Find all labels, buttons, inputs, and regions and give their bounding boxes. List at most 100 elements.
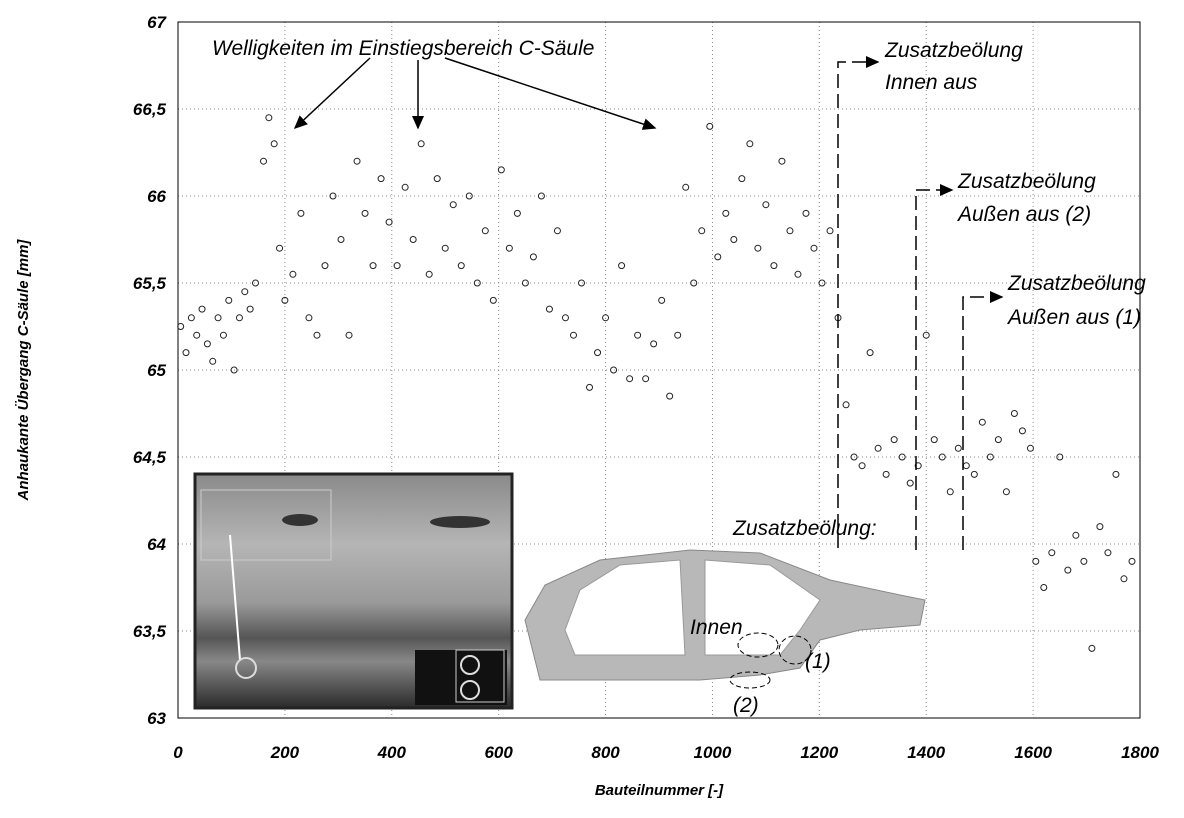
data-point (1072, 531, 1080, 539)
data-point (826, 227, 834, 235)
y-tick-label: 66,5 (133, 100, 167, 119)
x-tick-label: 1400 (907, 743, 945, 762)
data-point (802, 209, 810, 217)
y-tick-label: 67 (147, 13, 167, 32)
data-point (754, 244, 762, 252)
data-point (305, 314, 313, 322)
data-point (578, 279, 586, 287)
annotations: Welligkeiten im Einstiegsbereich C-Säule… (212, 37, 1146, 717)
data-point (235, 314, 243, 322)
y-tick-label: 63,5 (133, 622, 167, 641)
data-point (1048, 549, 1056, 557)
data-point (187, 314, 195, 322)
x-tick-label: 0 (173, 743, 183, 762)
data-point (473, 279, 481, 287)
data-point (203, 340, 211, 348)
data-point (778, 157, 786, 165)
data-point (954, 444, 962, 452)
data-point (770, 262, 778, 270)
data-point (353, 157, 361, 165)
y-tick-label: 64 (147, 535, 166, 554)
data-point (270, 140, 278, 148)
annotation: Zusatzbeölung (957, 170, 1096, 193)
data-point (1032, 557, 1040, 565)
data-point (618, 262, 626, 270)
data-point (690, 279, 698, 287)
data-point (738, 175, 746, 183)
data-point (898, 453, 906, 461)
data-point (329, 192, 337, 200)
data-point (1112, 470, 1120, 478)
data-point (1064, 566, 1072, 574)
data-point (714, 253, 722, 261)
data-point (602, 314, 610, 322)
data-point (529, 253, 537, 261)
data-point (634, 331, 642, 339)
data-point (569, 331, 577, 339)
data-point (1002, 488, 1010, 496)
data-point (193, 331, 201, 339)
annotation: Welligkeiten im Einstiegsbereich C-Säule (212, 37, 594, 60)
annotation: Innen aus (885, 71, 978, 94)
y-tick-label: 65,5 (133, 274, 167, 293)
x-tick-label: 400 (377, 743, 407, 762)
data-point (1080, 557, 1088, 565)
data-point (289, 270, 297, 278)
data-point (906, 479, 914, 487)
x-tick-label: 200 (270, 743, 300, 762)
data-point (449, 201, 457, 209)
data-point (818, 279, 826, 287)
data-point (251, 279, 259, 287)
data-point (930, 436, 938, 444)
data-point (1088, 644, 1096, 652)
data-point (642, 375, 650, 383)
data-point (345, 331, 353, 339)
data-point (177, 323, 185, 330)
data-point (219, 331, 227, 339)
annotation: Zusatzbeölung: (732, 517, 877, 540)
x-tick-label: 800 (591, 743, 620, 762)
data-point (946, 488, 954, 496)
data-point (794, 270, 802, 278)
data-point (610, 366, 618, 374)
x-tick-label: 600 (484, 743, 513, 762)
data-point (786, 227, 794, 235)
car-body (524, 549, 926, 689)
data-point (385, 218, 393, 226)
annotation: Außen aus (1) (1006, 306, 1141, 329)
x-tick-label: 1600 (1014, 743, 1052, 762)
y-axis-label: Anhaukante Übergang C-Säule [mm] (15, 239, 32, 502)
data-point (722, 209, 730, 217)
data-point (706, 122, 714, 130)
data-point (505, 244, 513, 252)
data-point (762, 201, 770, 209)
data-point (842, 401, 850, 409)
data-point (914, 462, 922, 470)
x-axis-label: Bauteilnummer [-] (595, 782, 724, 799)
data-point (1026, 444, 1034, 452)
data-point (874, 444, 882, 452)
annotation: Zusatzbeölung (884, 39, 1023, 62)
data-point (1104, 549, 1112, 557)
data-point (214, 314, 222, 322)
data-point (1120, 575, 1128, 583)
data-point (209, 357, 217, 365)
data-point (666, 392, 674, 400)
data-point (810, 244, 818, 252)
y-tick-label: 64,5 (133, 448, 167, 467)
data-point (962, 462, 970, 470)
data-point (1128, 557, 1136, 565)
data-point (337, 236, 345, 243)
annotation: Innen (690, 616, 743, 639)
data-point (246, 305, 254, 313)
x-tick-label: 1800 (1121, 743, 1159, 762)
data-point (1018, 427, 1026, 435)
data-point (489, 296, 497, 304)
data-point (313, 331, 321, 339)
data-point (882, 470, 890, 478)
data-point (281, 296, 289, 304)
data-point (225, 296, 233, 304)
data-point (970, 470, 978, 478)
data-point (369, 262, 377, 270)
data-point (994, 436, 1002, 444)
